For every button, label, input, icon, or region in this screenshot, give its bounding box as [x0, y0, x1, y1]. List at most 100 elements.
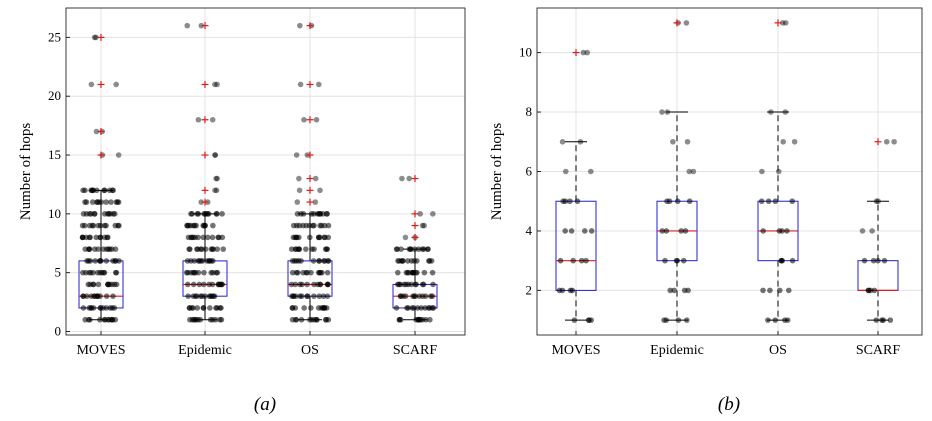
data-point: [562, 198, 569, 205]
data-point: [208, 258, 215, 264]
data-point: [301, 116, 307, 123]
data-point: [421, 222, 427, 229]
data-point: [293, 316, 299, 323]
data-point: [79, 222, 86, 229]
outlier-marker: [306, 151, 314, 159]
data-point: [318, 222, 325, 229]
data-point: [304, 293, 311, 299]
data-point: [875, 198, 881, 205]
data-point: [674, 257, 681, 264]
box-epidemic: [656, 19, 698, 323]
chart-panel-b: 2 4 6 8 10 MOVES Epidemic OS SCARF Number of hops…: [489, 7, 923, 415]
data-point: [296, 246, 303, 252]
data-point: [663, 228, 670, 234]
data-point: [562, 228, 569, 234]
data-point: [108, 199, 114, 205]
x-category-label: OS: [301, 343, 319, 358]
chart-panel-a: 0 5 10 15 20 25 MOVES Epidemic OS SCARF Number of …: [18, 7, 466, 415]
data-point: [187, 222, 194, 229]
data-point: [791, 138, 798, 145]
data-point: [214, 246, 221, 252]
data-point: [109, 281, 115, 288]
data-point: [317, 187, 323, 194]
data-point: [215, 234, 221, 241]
data-point: [662, 257, 668, 264]
data-point: [213, 187, 220, 194]
outlier-marker: [774, 19, 782, 27]
data-point: [428, 293, 434, 299]
outlier-marker: [572, 49, 580, 57]
data-point: [219, 281, 225, 288]
data-point: [91, 34, 98, 41]
outlier-marker: [306, 22, 314, 30]
data-point: [664, 109, 671, 115]
data-point: [779, 257, 786, 264]
data-point: [207, 305, 213, 311]
data-point: [659, 228, 666, 234]
data-point: [97, 316, 103, 323]
data-point: [212, 152, 218, 158]
data-point: [395, 269, 401, 276]
data-point: [112, 258, 118, 264]
y-tick-label: 8: [526, 104, 533, 119]
box-epidemic: [182, 22, 228, 323]
data-point: [202, 246, 209, 252]
y-tick-label: 15: [48, 147, 61, 162]
box-os: [757, 19, 799, 323]
y-tick-label: 0: [55, 323, 62, 338]
data-point: [760, 287, 766, 294]
data-point: [82, 269, 89, 276]
data-point: [315, 305, 322, 311]
data-point: [675, 317, 682, 323]
data-point: [667, 287, 674, 294]
data-point: [411, 305, 417, 311]
data-point: [293, 152, 300, 158]
data-point: [760, 228, 766, 234]
data-point: [104, 234, 111, 241]
x-category-label: MOVES: [551, 343, 600, 358]
data-point: [415, 246, 422, 252]
data-point: [409, 269, 416, 276]
data-point: [295, 258, 302, 264]
data-point: [571, 317, 578, 323]
outlier-marker: [673, 19, 681, 27]
data-point: [188, 211, 194, 217]
data-point: [86, 305, 93, 311]
data-point: [562, 168, 569, 175]
data-point: [867, 287, 874, 294]
data-point: [414, 269, 420, 276]
data-point: [97, 305, 104, 311]
data-point: [112, 269, 119, 276]
data-point: [417, 211, 423, 217]
data-point: [116, 222, 122, 229]
data-point: [212, 81, 218, 88]
data-point: [406, 175, 413, 182]
data-point: [427, 316, 433, 323]
data-point: [198, 22, 205, 29]
data-point: [113, 199, 120, 205]
data-point: [303, 269, 310, 276]
data-point: [195, 211, 202, 217]
data-point: [185, 293, 191, 299]
data-point: [289, 269, 296, 276]
data-point: [789, 257, 796, 264]
data-point: [782, 109, 789, 115]
data-point: [758, 198, 765, 205]
data-point: [200, 305, 207, 311]
data-point: [393, 246, 400, 252]
data-point: [413, 281, 420, 288]
data-point: [90, 269, 96, 276]
data-point: [779, 228, 785, 234]
data-point: [661, 317, 667, 323]
data-point: [402, 234, 409, 241]
data-point: [785, 287, 792, 294]
data-point: [670, 138, 676, 145]
data-point: [86, 222, 93, 229]
data-point: [408, 258, 415, 264]
data-point: [320, 293, 327, 299]
data-point: [570, 257, 576, 264]
data-point: [95, 281, 102, 288]
data-point: [183, 269, 190, 276]
outlier-marker: [201, 198, 209, 206]
data-point: [759, 168, 765, 175]
